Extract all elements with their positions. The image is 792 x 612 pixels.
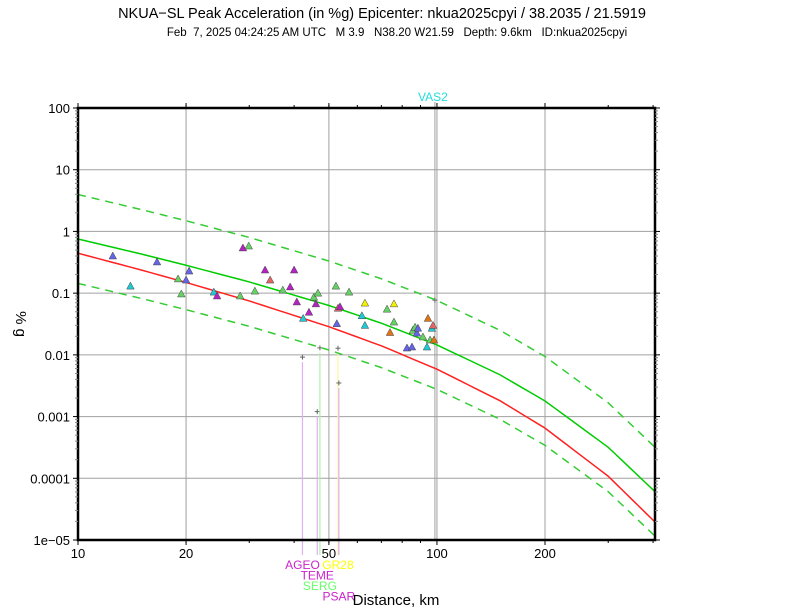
station-point	[407, 342, 417, 351]
curve-model-plus-sigma	[77, 193, 656, 448]
curve-model-median	[77, 238, 656, 493]
station-point	[331, 281, 341, 290]
station-point	[260, 265, 270, 274]
station-point	[177, 289, 186, 298]
station-point	[413, 323, 423, 332]
station-point	[423, 313, 433, 322]
station-point	[265, 275, 275, 284]
x-tick-label: 10	[71, 546, 85, 561]
station-point	[181, 275, 191, 284]
station-point	[360, 320, 370, 329]
y-tick-label: 1	[63, 224, 70, 239]
flagged-point-teme	[314, 409, 320, 415]
x-tick-label: 200	[534, 546, 556, 561]
flagged-point-gr28	[335, 345, 341, 351]
y-tick-label: 1e−05	[33, 533, 70, 548]
grid	[78, 108, 655, 540]
station-point	[389, 299, 399, 308]
station-point	[412, 328, 422, 337]
station-point	[309, 292, 319, 301]
station-point	[212, 291, 222, 300]
station-point	[152, 257, 162, 266]
flagged-label-psar: PSAR	[323, 590, 356, 604]
station-point	[313, 288, 323, 297]
y-tick-label: 0.1	[52, 286, 70, 301]
x-axis-label: Distance, km	[353, 592, 440, 609]
station-point	[429, 335, 439, 344]
flagged-label-ageo: AGEO	[285, 558, 320, 572]
station-point	[418, 332, 428, 341]
station-point	[289, 265, 299, 274]
chart-subtitle: Feb 7, 2025 04:24:25 AM UTC M 3.9 N38.20…	[167, 27, 627, 39]
y-tick-label: 10	[56, 163, 70, 178]
station-point	[304, 307, 314, 316]
x-tick-label: 50	[322, 546, 336, 561]
station-point	[278, 285, 288, 294]
station-points	[108, 241, 439, 352]
station-point	[173, 274, 183, 283]
flagged-point-ageo	[299, 354, 305, 360]
station-point	[344, 287, 354, 296]
station-point	[422, 342, 432, 351]
plot-frame	[76, 106, 657, 542]
y-tick-label: 0.01	[45, 348, 70, 363]
station-point	[357, 311, 367, 320]
station-point	[292, 297, 302, 306]
flagged-label-vas2: VAS2	[418, 90, 448, 104]
y-tick-label: 0.001	[37, 410, 70, 425]
station-point	[382, 304, 392, 313]
station-point	[335, 302, 345, 311]
station-point	[250, 286, 260, 295]
station-point	[209, 287, 219, 296]
curve-model-alternate	[77, 252, 656, 523]
chart-title: NKUA−SL Peak Acceleration (in %g) Epicen…	[118, 6, 646, 22]
flagged-label-gr28: GR28	[322, 558, 354, 572]
station-point	[385, 328, 395, 336]
x-tick-label: 20	[179, 546, 193, 561]
station-point	[126, 281, 135, 290]
station-point	[428, 320, 438, 329]
flagged-point-psar	[336, 380, 342, 386]
axis-ticks: 10 20 50 100 200 100 10 1 0.1 0.01 0.001 0.0001 1e−0…	[30, 101, 660, 561]
station-point	[285, 282, 295, 291]
flagged-label-serg: SERG	[303, 579, 337, 593]
x-tick-label: 100	[426, 546, 448, 561]
station-point	[235, 291, 245, 300]
station-point	[108, 251, 118, 260]
station-point	[244, 241, 253, 250]
y-tick-label: 0.0001	[30, 471, 70, 486]
station-point	[389, 317, 399, 326]
station-point	[332, 319, 342, 327]
station-point	[184, 266, 194, 275]
flagged-label-teme: TEME	[301, 569, 334, 583]
y-tick-label: 100	[48, 101, 70, 116]
model-curves	[77, 193, 656, 537]
station-point	[360, 298, 370, 307]
station-point	[298, 313, 308, 322]
y-axis-label: % g	[12, 311, 29, 337]
station-point	[311, 299, 321, 308]
curve-model-minus-sigma	[77, 282, 656, 537]
flagged-point-vas2	[432, 297, 438, 303]
